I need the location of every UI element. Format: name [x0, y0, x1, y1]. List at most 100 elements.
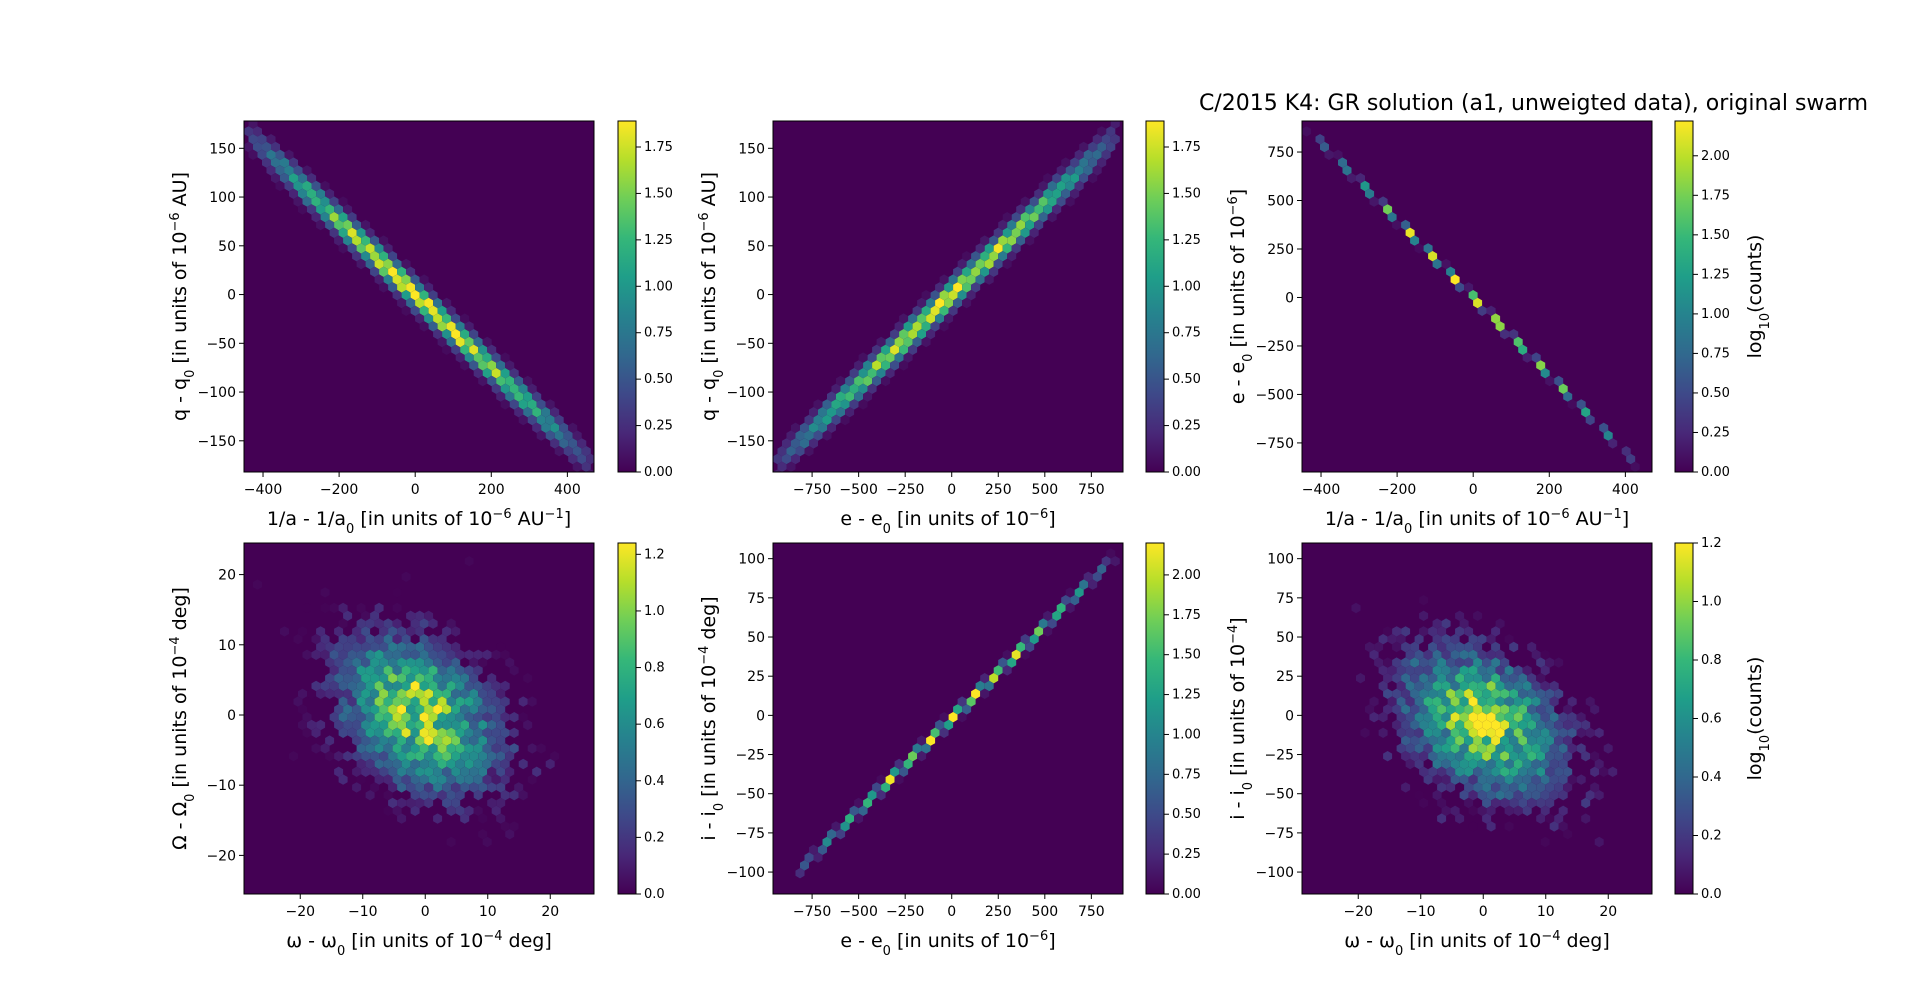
hexbin-cell [473, 790, 483, 801]
x-tick-label: −10 [348, 904, 378, 920]
hexbin-cell [858, 399, 868, 410]
hexbin-cell [822, 836, 832, 848]
hexbin-cell [334, 766, 344, 777]
hexbin-cell [496, 735, 506, 746]
hexbin-cell [532, 766, 542, 777]
hexbin-cell [401, 712, 411, 723]
hexbin-cell [424, 641, 434, 653]
hexbin-cell [289, 751, 298, 762]
hexbin-cell [365, 727, 375, 738]
hexbin-cell [338, 680, 348, 692]
hexbin-cell [1392, 657, 1402, 668]
hexbin-cell [365, 665, 375, 676]
hexbin-cell [518, 399, 528, 410]
hexbin-cell [464, 758, 474, 770]
hexbin-cell [930, 321, 940, 332]
colorbar-tick-label: 1.2 [1701, 536, 1722, 551]
colorbar-tick-label: 1.00 [1701, 307, 1730, 322]
figure-title: C/2015 K4: GR solution (a1, unweigted da… [1199, 91, 1868, 116]
hexbin-cell [1432, 649, 1442, 660]
hexbin-cell [370, 235, 380, 246]
hexbin-cell [343, 204, 353, 215]
hexbin-cell [926, 297, 936, 309]
hexbin-cell [248, 134, 258, 145]
hexbin-cell [1491, 782, 1501, 793]
hexbin-cell [424, 735, 434, 746]
hexbin-cell [957, 290, 967, 301]
hexbin-cell [284, 165, 294, 176]
colorbar-tick-label: 0.00 [1701, 465, 1730, 480]
hexbin-cell [1554, 735, 1564, 746]
x-axis-label: e - e0 [in units of 10−6] [840, 929, 1055, 959]
hexbin-cell [1482, 688, 1492, 699]
hexbin-cell [1464, 797, 1474, 809]
hexbin-cell [1473, 610, 1483, 621]
hexbin-cell [1482, 813, 1492, 824]
colorbar [617, 542, 637, 895]
hexbin-cell [280, 173, 289, 184]
hexbin-cell [1608, 438, 1618, 449]
hexbin-cell [863, 797, 873, 809]
hexbin-cell [1540, 727, 1550, 738]
hexbin-cell [334, 657, 344, 668]
hexbin-cell [397, 813, 407, 824]
hexbin-cell [1088, 579, 1098, 590]
hexbin-cell [1531, 680, 1541, 692]
hexbin-cell [307, 173, 317, 184]
x-tick-label: −750 [793, 904, 831, 920]
hexbin-cell [410, 618, 420, 629]
hexbin-cell [1509, 688, 1519, 699]
hexbin-cell [379, 657, 389, 668]
hexbin-cell [464, 649, 474, 660]
hexbin-cell [1567, 399, 1577, 410]
hexbin-cell [786, 446, 796, 457]
hexbin-cell [577, 438, 587, 449]
hexbin-cell [1603, 743, 1613, 754]
hexbin-cell [545, 758, 555, 770]
hexbin-cell [1432, 774, 1442, 785]
hexbin-cell [334, 673, 344, 684]
hexbin-cell [1486, 758, 1496, 770]
hexbin-cell [1500, 766, 1510, 777]
x-axis-label: ω - ω0 [in units of 10−4 deg] [1344, 929, 1610, 959]
hexbin-cell [849, 805, 859, 816]
hexbin-cell [1545, 704, 1555, 715]
hexbin-cell [845, 407, 855, 418]
hexbin-cell [469, 688, 479, 699]
hexbin-cell [572, 430, 582, 441]
hexbin-cell [482, 680, 492, 692]
hexbin-cell [343, 719, 353, 731]
hexbin-cell [854, 375, 864, 387]
hexbin-cell [338, 712, 348, 723]
hexbin-cell [921, 336, 931, 348]
hexbin-cell [1576, 743, 1586, 754]
hexbin-cell [500, 649, 510, 660]
hexbin-cell [509, 383, 519, 394]
hexbin-cell [374, 758, 384, 770]
hexbin-cell [1025, 219, 1035, 231]
hexbin-cell [491, 805, 501, 816]
hexbin-cell [1585, 790, 1595, 801]
x-tick-label: −200 [320, 482, 358, 498]
hexbin-cell [460, 313, 470, 324]
hexbin-cell [1383, 657, 1393, 668]
hexbin-cell [352, 751, 362, 762]
hexbin-cell [383, 758, 393, 770]
hexbin-cell [1110, 121, 1120, 129]
hexbin-cell [473, 680, 483, 692]
colorbar-tick-label: 0.8 [1701, 653, 1722, 668]
hexbin-cell [374, 665, 384, 676]
hexbin-cell [1061, 188, 1071, 199]
colorbar-tick-label: 1.50 [644, 186, 673, 201]
hexbin-cell [1495, 774, 1505, 785]
hexbin-cell [1401, 626, 1411, 637]
hexbin-cell [392, 618, 402, 629]
hexbin-cell [1563, 782, 1573, 793]
colorbar-tick-label: 0.75 [1172, 767, 1201, 782]
x-tick-label: −10 [1406, 904, 1436, 920]
y-tick-label: 150 [738, 141, 765, 157]
hexbin-cell [1374, 657, 1384, 668]
hexbin-cell [527, 774, 537, 785]
hexbin-cell [1531, 352, 1541, 363]
hexbin-cell [361, 610, 371, 621]
